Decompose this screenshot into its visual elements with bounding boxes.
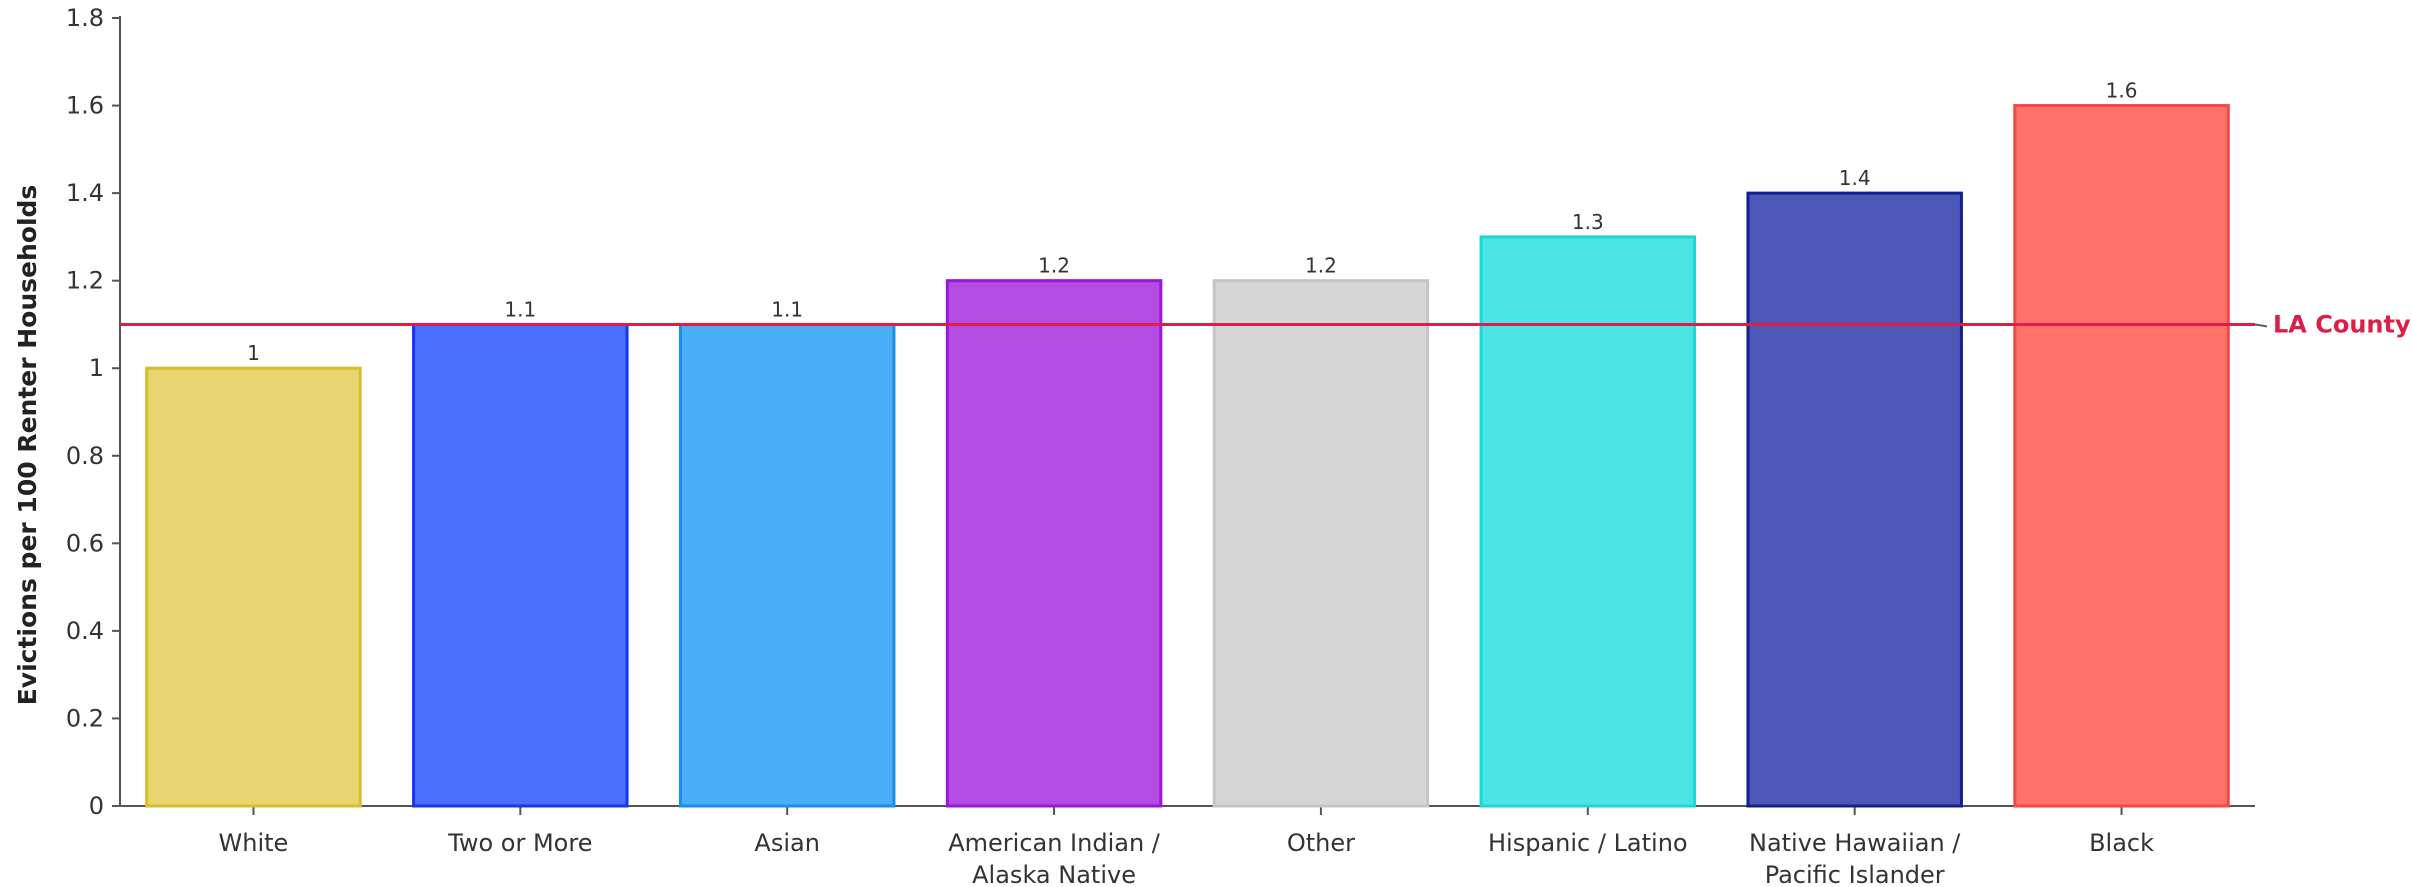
bar bbox=[1746, 191, 1963, 808]
bars: 1 1.1 1.1 1.2 1.2 1.3 1.4 1.6 bbox=[145, 79, 2230, 808]
x-category-label: Pacific Islander bbox=[1765, 861, 1945, 887]
bar bbox=[678, 322, 896, 808]
bar-value-label: 1.2 bbox=[1305, 254, 1337, 278]
y-axis: 0 0.2 0.4 0.6 0.8 1 1.2 1.4 1.6 1.8 bbox=[66, 4, 121, 820]
bar bbox=[145, 366, 362, 808]
y-tick-label: 1.4 bbox=[66, 179, 104, 207]
bar-value-label: 1.4 bbox=[1839, 166, 1871, 190]
x-category-label: Other bbox=[1287, 829, 1355, 857]
la-county-reference-label: LA County bbox=[2273, 310, 2411, 338]
y-tick-label: 0.8 bbox=[66, 442, 104, 470]
bar bbox=[945, 279, 1163, 808]
x-category-label: Two or More bbox=[447, 829, 592, 857]
bar-value-label: 1.6 bbox=[2106, 79, 2138, 103]
x-category-label: Alaska Native bbox=[972, 861, 1136, 887]
y-tick-label: 1.2 bbox=[66, 267, 104, 295]
x-category-label: Black bbox=[2089, 829, 2154, 857]
bar bbox=[1479, 235, 1697, 808]
y-tick-label: 0.2 bbox=[66, 704, 104, 732]
bar-value-label: 1.1 bbox=[771, 297, 803, 321]
y-tick-label: 1.6 bbox=[66, 92, 104, 120]
x-category-label: Hispanic / Latino bbox=[1488, 829, 1688, 857]
y-tick-label: 0.6 bbox=[66, 529, 104, 557]
bar bbox=[412, 322, 629, 808]
y-tick-label: 1.8 bbox=[66, 4, 104, 32]
reference-label-leader bbox=[2254, 323, 2268, 328]
y-tick-label: 0.4 bbox=[66, 617, 104, 645]
x-category-label: White bbox=[219, 829, 289, 857]
y-axis-title: Evictions per 100 Renter Households bbox=[13, 185, 42, 706]
reference-line-group: LA County bbox=[120, 310, 2411, 338]
x-axis: White Two or More Asian American Indian / Al… bbox=[120, 805, 2255, 887]
y-tick-label: 1 bbox=[89, 354, 104, 382]
y-tick-label: 0 bbox=[89, 792, 104, 820]
bar-value-label: 1.3 bbox=[1572, 210, 1604, 234]
bar-value-label: 1 bbox=[247, 341, 260, 365]
bar bbox=[2013, 104, 2230, 808]
bar-value-label: 1.1 bbox=[504, 297, 536, 321]
bar bbox=[1212, 279, 1430, 808]
x-category-label: Native Hawaiian / bbox=[1749, 829, 1961, 857]
x-category-label: Asian bbox=[754, 829, 820, 857]
bar-value-label: 1.2 bbox=[1038, 254, 1070, 278]
x-category-label: American Indian / bbox=[948, 829, 1161, 857]
